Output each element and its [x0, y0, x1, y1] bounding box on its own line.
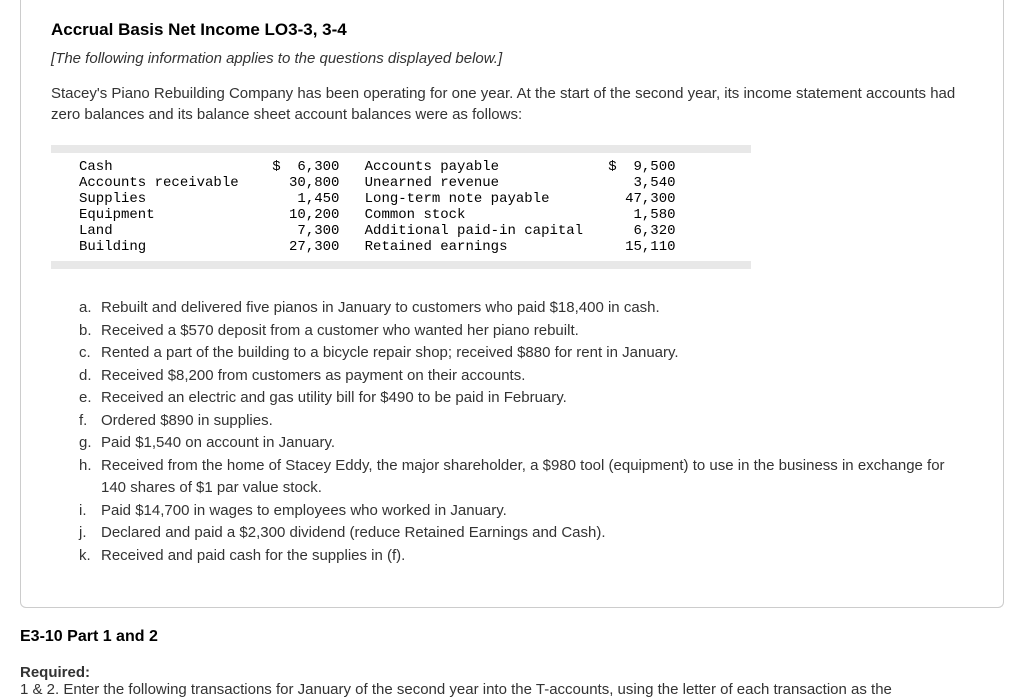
transaction-marker: f. — [79, 410, 87, 433]
required-text: 1 & 2. Enter the following transactions … — [20, 681, 1004, 698]
transaction-item: d. Received $8,200 from customers as paym… — [79, 365, 973, 388]
required-block: Required: 1 & 2. Enter the following tra… — [20, 664, 1004, 698]
transaction-marker: h. — [79, 455, 92, 478]
intro-paragraph: Stacey's Piano Rebuilding Company has be… — [51, 83, 973, 125]
question-card: Accrual Basis Net Income LO3-3, 3-4 [The… — [20, 0, 1004, 608]
balance-top-bar — [51, 145, 751, 153]
transaction-list: a. Rebuilt and delivered five pianos in J… — [51, 297, 973, 567]
transaction-marker: a. — [79, 297, 92, 320]
transaction-text: Received from the home of Stacey Eddy, t… — [101, 457, 945, 497]
transaction-item: i. Paid $14,700 in wages to employees who… — [79, 500, 973, 523]
info-instruction: [The following information applies to th… — [51, 50, 973, 67]
balance-bottom-bar — [51, 261, 751, 269]
transaction-text: Rented a part of the building to a bicyc… — [101, 344, 679, 361]
transaction-text: Paid $14,700 in wages to employees who w… — [101, 502, 507, 519]
transaction-marker: j. — [79, 522, 87, 545]
transaction-marker: b. — [79, 320, 92, 343]
transaction-item: a. Rebuilt and delivered five pianos in J… — [79, 297, 973, 320]
transaction-text: Received a $570 deposit from a customer … — [101, 322, 579, 339]
transaction-text: Declared and paid a $2,300 dividend (red… — [101, 524, 606, 541]
transaction-text: Paid $1,540 on account in January. — [101, 434, 335, 451]
transaction-text: Received an electric and gas utility bil… — [101, 389, 567, 406]
transaction-text: Rebuilt and delivered five pianos in Jan… — [101, 299, 660, 316]
transaction-marker: k. — [79, 545, 91, 568]
transaction-marker: i. — [79, 500, 87, 523]
transaction-item: e. Received an electric and gas utility b… — [79, 387, 973, 410]
balance-sheet-block: Cash $ 6,300 Accounts payable $ 9,500 Ac… — [51, 145, 973, 269]
transaction-item: c. Rented a part of the building to a bic… — [79, 342, 973, 365]
transaction-text: Received and paid cash for the supplies … — [101, 547, 405, 564]
transaction-item: b. Received a $570 deposit from a custome… — [79, 320, 973, 343]
transaction-item: h. Received from the home of Stacey Eddy,… — [79, 455, 973, 500]
balance-table: Cash $ 6,300 Accounts payable $ 9,500 Ac… — [51, 153, 973, 261]
transaction-item: f. Ordered $890 in supplies. — [79, 410, 973, 433]
transaction-text: Received $8,200 from customers as paymen… — [101, 367, 525, 384]
transaction-marker: c. — [79, 342, 91, 365]
transaction-item: k. Received and paid cash for the supplie… — [79, 545, 973, 568]
transaction-item: g. Paid $1,540 on account in January. — [79, 432, 973, 455]
required-label: Required: — [20, 664, 1004, 681]
transaction-marker: g. — [79, 432, 92, 455]
question-title: Accrual Basis Net Income LO3-3, 3-4 — [51, 20, 973, 40]
subsection-heading: E3-10 Part 1 and 2 — [20, 628, 1004, 646]
transaction-item: j. Declared and paid a $2,300 dividend (r… — [79, 522, 973, 545]
transaction-marker: d. — [79, 365, 92, 388]
transaction-marker: e. — [79, 387, 92, 410]
transaction-text: Ordered $890 in supplies. — [101, 412, 273, 429]
